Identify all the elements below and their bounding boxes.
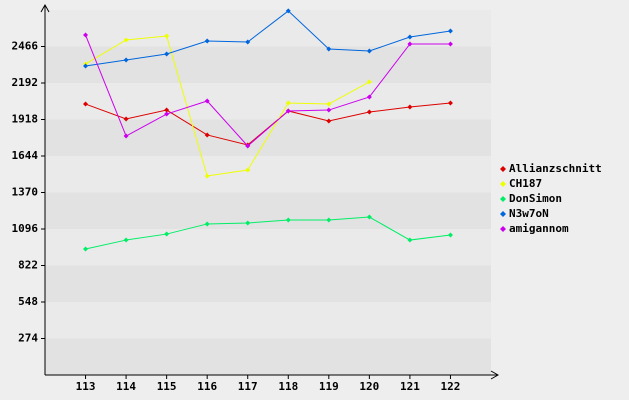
legend-marker xyxy=(500,166,506,172)
grid-band xyxy=(45,338,491,375)
legend-marker xyxy=(500,226,506,232)
grid-band xyxy=(45,46,491,83)
point xyxy=(204,98,210,104)
x-tick-label: 114 xyxy=(116,380,136,393)
legend-label: CH187 xyxy=(509,177,542,190)
point xyxy=(285,8,291,14)
y-tick-label: 822 xyxy=(18,259,38,272)
point xyxy=(447,232,453,238)
x-tick-label: 115 xyxy=(157,380,177,393)
x-tick-label: 121 xyxy=(400,380,420,393)
point xyxy=(366,214,372,220)
grid-band xyxy=(45,156,491,193)
legend-marker xyxy=(500,211,506,217)
point xyxy=(83,32,89,38)
point xyxy=(83,246,89,252)
y-tick-label: 1370 xyxy=(12,186,39,199)
point xyxy=(83,63,89,69)
point xyxy=(245,167,251,173)
point xyxy=(326,118,332,124)
x-axis-arrow xyxy=(490,370,500,380)
point xyxy=(164,33,170,39)
point xyxy=(366,79,372,85)
point xyxy=(204,221,210,227)
point xyxy=(366,94,372,100)
point xyxy=(285,108,291,114)
point xyxy=(326,46,332,52)
y-tick-label: 1918 xyxy=(12,113,39,126)
point xyxy=(164,51,170,57)
point xyxy=(164,111,170,117)
series-line xyxy=(85,10,451,67)
series-line xyxy=(85,216,451,250)
grid-band xyxy=(45,192,491,229)
point xyxy=(447,28,453,34)
point xyxy=(123,57,129,63)
x-tick-label: 122 xyxy=(441,380,461,393)
legend-label: DonSimon xyxy=(509,192,562,205)
point xyxy=(204,173,210,179)
point xyxy=(83,101,89,107)
point xyxy=(123,116,129,122)
legend-label: N3w7oN xyxy=(509,207,549,220)
point xyxy=(447,41,453,47)
point xyxy=(164,107,170,113)
point xyxy=(407,104,413,110)
grid-band xyxy=(45,119,491,156)
legend-marker xyxy=(500,196,506,202)
y-tick-label: 548 xyxy=(18,295,38,308)
point xyxy=(164,231,170,237)
point xyxy=(447,100,453,106)
point xyxy=(204,38,210,44)
y-tick-label: 2192 xyxy=(12,76,39,89)
legend-label: amigannom xyxy=(509,222,569,235)
point xyxy=(326,101,332,107)
series-line xyxy=(85,35,370,177)
point xyxy=(123,237,129,243)
legend-marker xyxy=(500,181,506,187)
legend-label: Allianzschnitt xyxy=(509,162,602,175)
point xyxy=(407,34,413,40)
point xyxy=(245,39,251,45)
y-axis-arrow xyxy=(40,3,50,13)
point xyxy=(204,132,210,138)
grid-band xyxy=(45,10,491,47)
point xyxy=(245,220,251,226)
grid-band xyxy=(45,302,491,339)
point xyxy=(326,217,332,223)
point xyxy=(285,217,291,223)
series-line xyxy=(85,34,451,147)
point xyxy=(366,109,372,115)
x-tick-label: 119 xyxy=(319,380,339,393)
point xyxy=(407,237,413,243)
x-tick-label: 120 xyxy=(359,380,379,393)
x-tick-label: 117 xyxy=(238,380,258,393)
y-tick-label: 2466 xyxy=(12,40,39,53)
x-tick-label: 116 xyxy=(197,380,217,393)
grid-band xyxy=(45,83,491,120)
plot-lines xyxy=(83,8,453,252)
plot-bands xyxy=(45,10,491,375)
point xyxy=(123,133,129,139)
x-tick-label: 113 xyxy=(76,380,96,393)
point xyxy=(123,37,129,43)
point xyxy=(285,100,291,106)
point xyxy=(326,107,332,113)
point xyxy=(366,48,372,54)
x-tick-label: 118 xyxy=(278,380,298,393)
point xyxy=(407,41,413,47)
y-tick-label: 274 xyxy=(18,332,38,345)
point xyxy=(245,143,251,149)
y-tick-label: 1644 xyxy=(12,149,39,162)
grid-band xyxy=(45,265,491,302)
y-tick-label: 1096 xyxy=(12,222,39,235)
grid-band xyxy=(45,229,491,266)
